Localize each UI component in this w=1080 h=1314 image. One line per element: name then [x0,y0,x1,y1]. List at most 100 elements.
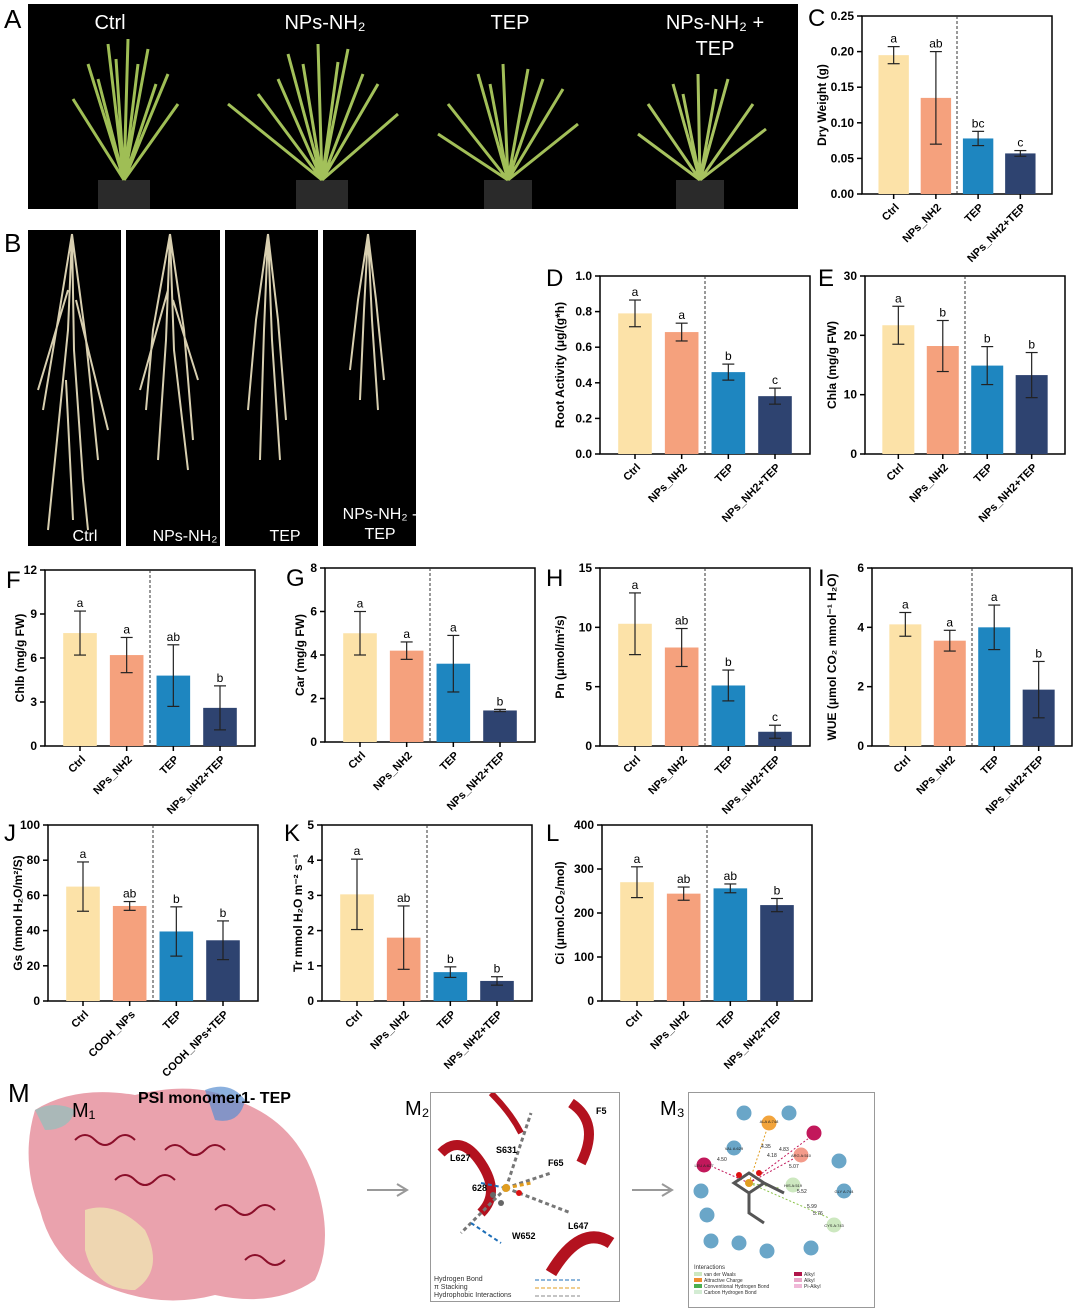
significance-letter-2: b [447,952,454,966]
y-tick-label: 100 [574,950,594,964]
x-tick-label-1: NPs_NH2 [901,202,945,246]
residue-bubble-9 [835,1182,853,1200]
panel-letter-c: C [808,5,825,32]
y-tick-label: 6 [310,605,317,619]
residue-bubble-13 [702,1232,720,1250]
x-tick-label-0: Ctrl [346,750,368,772]
root-label-tep: TEP [269,528,301,545]
x-tick-label-0: Ctrl [880,202,902,224]
m3-distance-5: 5.99 [807,1204,817,1210]
m3-residue-label-2: HIS A:519 [784,1183,803,1188]
significance-letter-1: ab [675,614,689,628]
bar-0 [620,882,654,1001]
m3-residue-label-0: ARG A:510 [791,1153,812,1158]
residue-bubble-3 [805,1124,823,1142]
m3-legend-pi-alkyl: Pi-Alkyl [804,1284,821,1290]
m3-legend-alkyl-2: Alkyl [804,1278,815,1284]
x-tick-label-0: Ctrl [621,754,643,776]
bar-0 [878,55,909,194]
chart-h: H 0 5 10 15 Pn (μmol/m²/s) a Ctrl ab NPs_NH2 b TEP c… [546,562,811,817]
m2-res-l647: L647 [568,1221,589,1231]
m3-distance-0: 4.50 [717,1157,727,1163]
y-axis-label: Chla (mg/g FW) [825,321,839,409]
y-axis-label: Car (mg/g FW) [293,614,307,696]
photo-label-combo-1: NPs-NH₂ + [665,12,765,34]
bar-2 [711,372,746,454]
significance-letter-2: b [725,655,732,669]
y-axis-label: Pn (μmol/m²/s) [553,615,567,698]
y-tick-label: 12 [24,563,38,577]
m3-distance-3: 5.07 [789,1164,799,1170]
chart-d: D 0.0 0.2 0.4 0.6 0.8 1.0 Root Activity (μg/(g*… [546,265,811,525]
y-tick-label: 6 [30,651,37,665]
significance-letter-2: ab [724,869,738,883]
root-illustrations [37,233,385,531]
arrow-m1-m2 [367,1183,409,1197]
significance-letter-3: c [1017,136,1023,150]
significance-letter-0: a [354,844,361,858]
residue-bubble-16 [802,1239,820,1257]
protein-structure-m1 [28,1086,325,1301]
y-tick-label: 1 [307,959,314,973]
chart-c: C 0.00 0.05 0.10 0.15 0.20 0.25 Dry Weight (g) a… [808,5,1053,264]
m3-legend-alkyl-1: Alkyl [804,1272,815,1278]
x-tick-label-0: Ctrl [621,462,643,484]
significance-letter-2: ab [167,630,181,644]
significance-letter-3: b [497,694,504,708]
y-axis-label: Tr mmol H₂O m⁻² s⁻¹ [291,854,305,972]
plant-illustrations [71,38,767,209]
plant-tep [437,63,579,209]
x-tick-label-0: Ctrl [69,1009,91,1031]
residue-bubble-15 [758,1242,776,1260]
y-tick-label: 0.10 [831,116,855,130]
residue-bubble-7 [830,1152,848,1170]
y-axis-label: Root Activity (μg/(g*h) [553,302,567,428]
m3-2d-diagram: ARG A:510 ALA A:748 HIS A:519 CYS A:743 LEU … [692,1104,854,1260]
bar-0 [618,313,652,454]
significance-letter-3: b [1028,338,1035,352]
m3-distance-2: 4.18 [767,1153,777,1159]
significance-letter-2: a [450,620,457,634]
significance-letter-1: a [123,622,130,636]
y-tick-label: 0 [30,739,37,753]
panel-letter-f: F [6,567,21,594]
m3-distance-6: 5.76 [813,1211,823,1217]
residue-bubble-6 [695,1156,713,1174]
y-tick-label: 10 [579,620,593,634]
significance-letter-2: b [173,892,180,906]
m2-res-s631: S631 [496,1145,518,1155]
x-tick-label-1: COOH_NPs [87,1009,138,1060]
residue-bubble-2 [760,1114,778,1132]
residue-bubble-1 [780,1104,798,1122]
significance-letter-0: a [895,291,902,305]
significance-letter-1: ab [677,872,691,886]
x-tick-label-2: TEP [713,462,737,486]
y-tick-label: 4 [307,853,314,867]
x-tick-label-0: Ctrl [892,754,914,776]
residue-bubble-14 [730,1234,748,1252]
significance-letter-0: a [632,285,639,299]
significance-letter-0: a [890,32,897,46]
residue-bubble-10 [692,1182,710,1200]
root-label-ctrl: Ctrl [72,528,98,545]
m2-res-w652: W652 [512,1231,536,1241]
panel-letter-m: M [8,1078,30,1108]
y-tick-label: 4 [857,620,864,634]
x-tick-label-2: TEP [158,754,182,778]
m3-residue-label-3: CYS A:743 [824,1223,844,1228]
m3-legend-title: Interactions [694,1265,726,1271]
m3-distance-4: 5.52 [797,1189,807,1195]
y-axis-label: Dry Weight (g) [815,64,829,146]
y-tick-label: 0 [587,994,594,1008]
significance-letter-1: a [946,615,953,629]
m2-res-l627: L627 [450,1153,471,1163]
x-tick-label-1: NPs_NH2 [91,754,135,798]
root-photo-ctrl [28,230,121,546]
x-tick-label-2: TEP [979,754,1003,778]
y-tick-label: 0.8 [575,305,592,319]
significance-letter-1: a [403,627,410,641]
y-tick-label: 0 [310,735,317,749]
significance-letter-3: b [1035,646,1042,660]
y-tick-label: 30 [844,269,858,283]
bar-3 [760,905,794,1001]
